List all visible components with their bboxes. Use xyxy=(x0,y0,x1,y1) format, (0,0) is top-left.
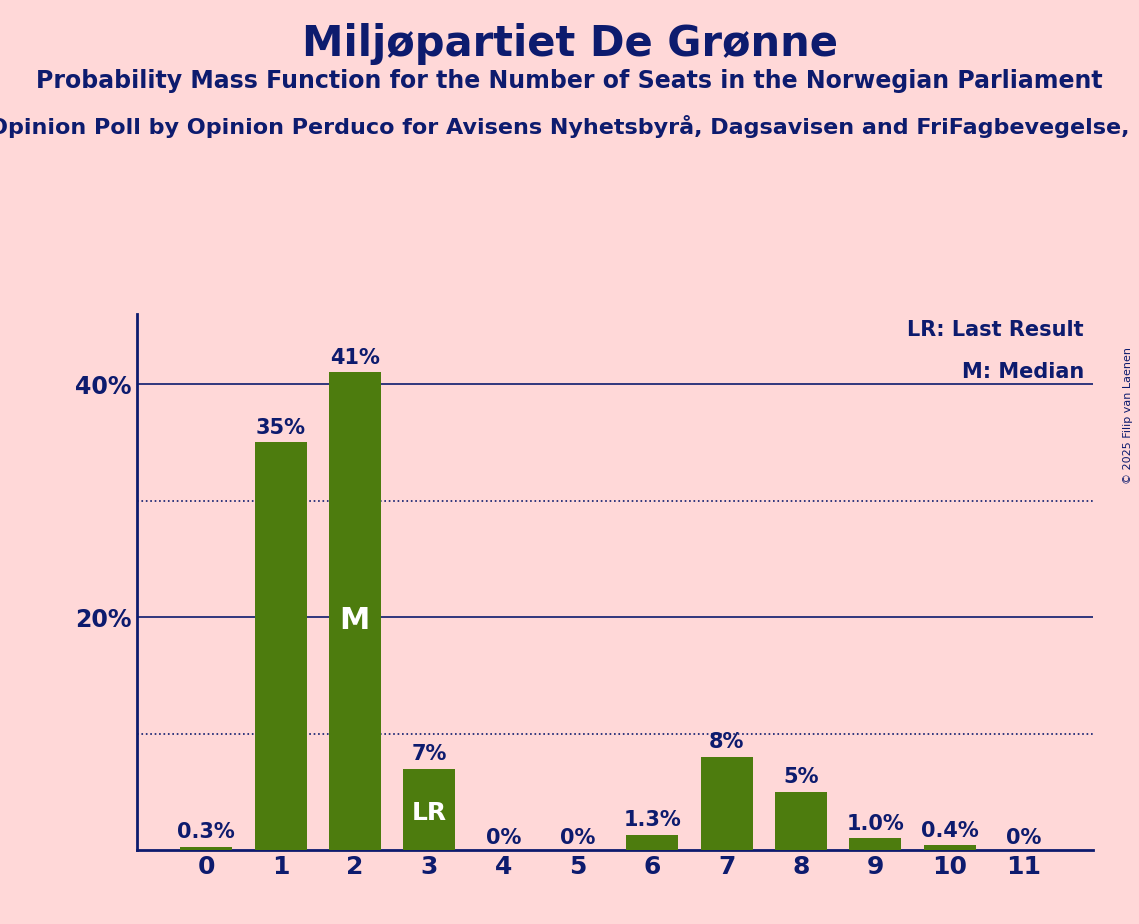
Text: M: M xyxy=(339,606,370,636)
Text: 35%: 35% xyxy=(255,418,305,438)
Text: 0%: 0% xyxy=(1006,828,1042,847)
Bar xyxy=(775,792,827,850)
Text: 41%: 41% xyxy=(330,347,379,368)
Text: 0%: 0% xyxy=(560,828,596,847)
Bar xyxy=(850,838,901,850)
Text: LR: Last Result: LR: Last Result xyxy=(908,320,1084,339)
Bar xyxy=(700,757,753,850)
Bar xyxy=(329,372,380,850)
Text: © 2025 Filip van Laenen: © 2025 Filip van Laenen xyxy=(1123,347,1133,484)
Bar xyxy=(180,846,232,850)
Text: 0.4%: 0.4% xyxy=(920,821,978,841)
Bar xyxy=(403,769,456,850)
Text: M: Median: M: Median xyxy=(961,362,1084,383)
Bar xyxy=(254,443,306,850)
Text: 1.3%: 1.3% xyxy=(623,810,681,831)
Text: 8%: 8% xyxy=(708,732,744,752)
Text: 0.3%: 0.3% xyxy=(178,822,235,842)
Text: LR: LR xyxy=(411,801,446,825)
Text: 0%: 0% xyxy=(486,828,522,847)
Text: 5%: 5% xyxy=(784,767,819,787)
Text: Opinion Poll by Opinion Perduco for Avisens Nyhetsbyrå, Dagsavisen and FriFagbev: Opinion Poll by Opinion Perduco for Avis… xyxy=(0,116,1139,139)
Text: Miljøpartiet De Grønne: Miljøpartiet De Grønne xyxy=(302,23,837,65)
Text: 7%: 7% xyxy=(411,744,446,764)
Bar xyxy=(924,845,976,850)
Text: Probability Mass Function for the Number of Seats in the Norwegian Parliament: Probability Mass Function for the Number… xyxy=(36,69,1103,93)
Bar xyxy=(626,835,678,850)
Text: 1.0%: 1.0% xyxy=(846,814,904,833)
